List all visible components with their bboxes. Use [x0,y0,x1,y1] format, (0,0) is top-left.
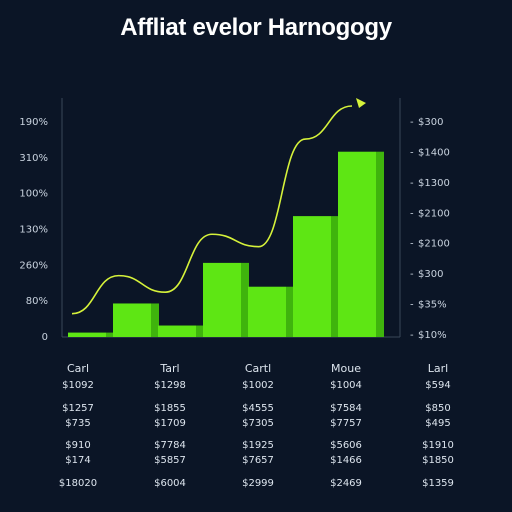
left-tick-label: 260% [19,260,48,271]
left-tick-label: 100% [19,189,48,200]
right-tick-label: $2100 [418,208,450,219]
bar [68,332,106,337]
right-tick-label: $300 [418,269,443,280]
right-tick-label: $1400 [418,147,450,158]
right-tick-dash: - [410,117,414,128]
bar [203,262,241,337]
bar-side [241,262,249,337]
right-tick-label: $2100 [418,239,450,250]
right-tick-label: $10% [418,330,447,341]
right-tick-label: $1300 [418,178,450,189]
right-tick-label: $300 [418,117,443,128]
bar [248,286,286,337]
bar-side [151,303,159,337]
left-tick-label: 130% [19,225,48,236]
right-tick-dash: - [410,300,414,311]
left-tick-label: 310% [19,153,48,164]
bar-side [376,151,384,337]
left-tick-label: 190% [19,117,48,128]
right-tick-dash: - [410,208,414,219]
left-tick-label: 0 [42,332,48,343]
right-tick-dash: - [410,330,414,341]
bar-side [106,332,114,337]
right-tick-dash: - [410,147,414,158]
right-tick-label: $35% [418,300,447,311]
trend-arrow-head [356,98,366,108]
right-tick-dash: - [410,269,414,280]
bar-side [196,325,204,337]
left-tick-label: 80% [26,296,48,307]
bar-side [331,216,339,337]
chart-title: Affliat evelor Harnogogy [120,14,392,41]
bar-side [286,286,294,337]
bar [338,151,376,337]
trend-line [71,105,353,315]
right-tick-dash: - [410,239,414,250]
bar [113,303,151,337]
bar [158,325,196,337]
bar [293,216,331,337]
right-tick-dash: - [410,178,414,189]
